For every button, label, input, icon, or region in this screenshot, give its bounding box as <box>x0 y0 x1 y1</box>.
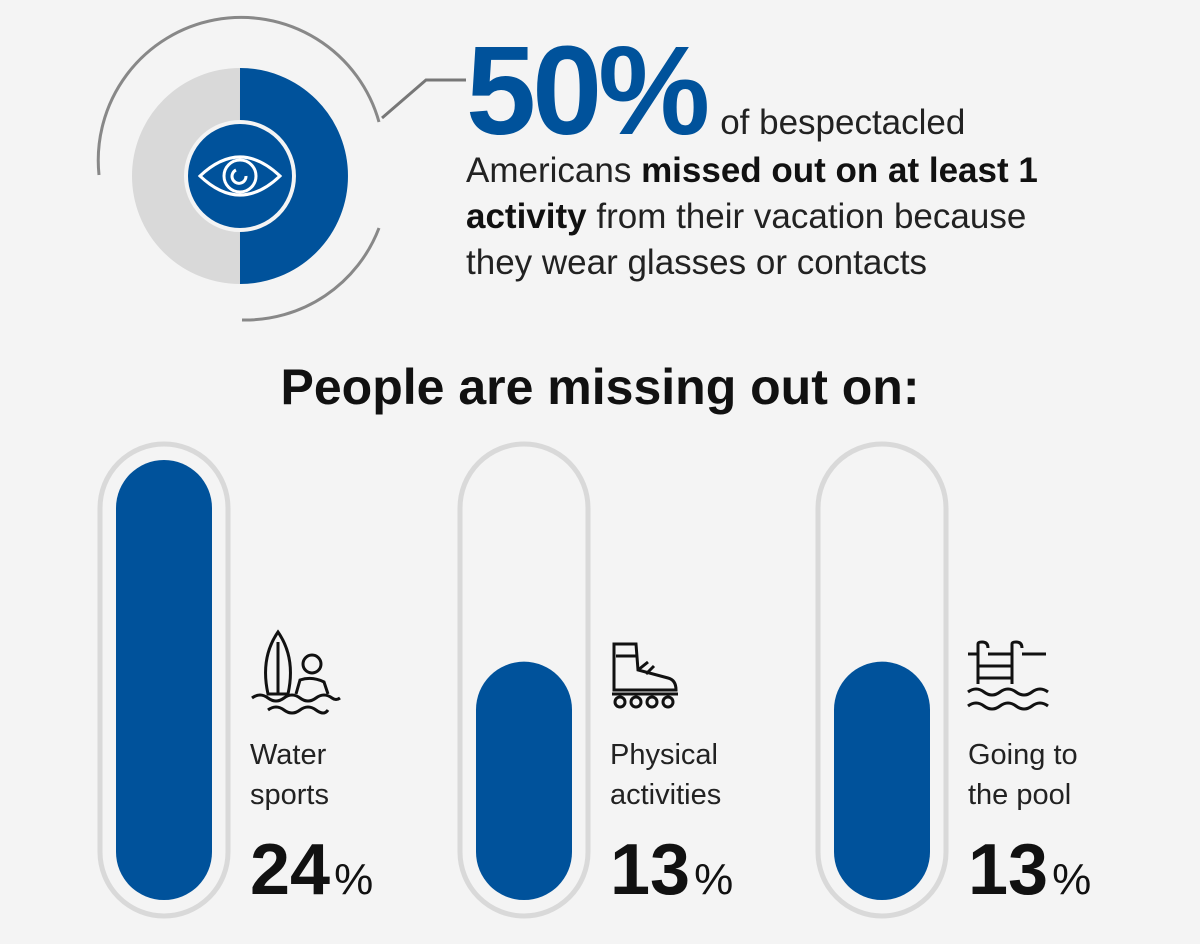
donut-frame-arc-bottom <box>241 227 381 322</box>
bar-physical-activities <box>476 661 572 900</box>
headline-line-2: Americans missed out on at least 1 <box>466 151 1038 190</box>
bar-going-to-the-pool <box>834 661 930 900</box>
headline-line-4: they wear glasses or contacts <box>466 243 928 282</box>
bar-water-sports <box>116 460 212 900</box>
card-value: 24% <box>250 830 374 910</box>
section-title: People are missing out on: <box>280 359 920 415</box>
card-value: 13% <box>610 830 734 910</box>
surfboard-swimmer-icon <box>251 629 341 715</box>
headline-block: 50% of bespectacled Americans missed out… <box>466 28 1166 286</box>
rollerblade-icon <box>612 642 678 709</box>
card-going-to-pool: Going to the pool 13% <box>968 735 1091 911</box>
donut-chart <box>96 15 466 322</box>
card-water-sports: Water sports 24% <box>250 735 373 911</box>
eye-icon <box>197 155 283 197</box>
card-label-line1: Water <box>250 739 327 771</box>
donut-value-arc <box>239 68 348 284</box>
card-label-line2: activities <box>610 779 722 811</box>
headline-tail: of bespectacled <box>720 103 966 142</box>
connector-line <box>381 78 466 120</box>
donut-center <box>188 124 292 228</box>
pool-ladder-icon <box>967 640 1049 711</box>
headline-line-3: activity from their vacation because <box>466 197 1027 236</box>
card-label-line1: Physical <box>610 739 718 771</box>
card-label-line1: Going to <box>968 739 1078 771</box>
card-physical-activities: Physical activities 13% <box>610 735 733 911</box>
card-value: 13% <box>968 830 1092 910</box>
donut-frame-arc <box>96 15 381 176</box>
card-label-line2: the pool <box>968 779 1072 811</box>
card-label-line2: sports <box>250 779 329 811</box>
headline-percent: 50% <box>466 20 710 161</box>
